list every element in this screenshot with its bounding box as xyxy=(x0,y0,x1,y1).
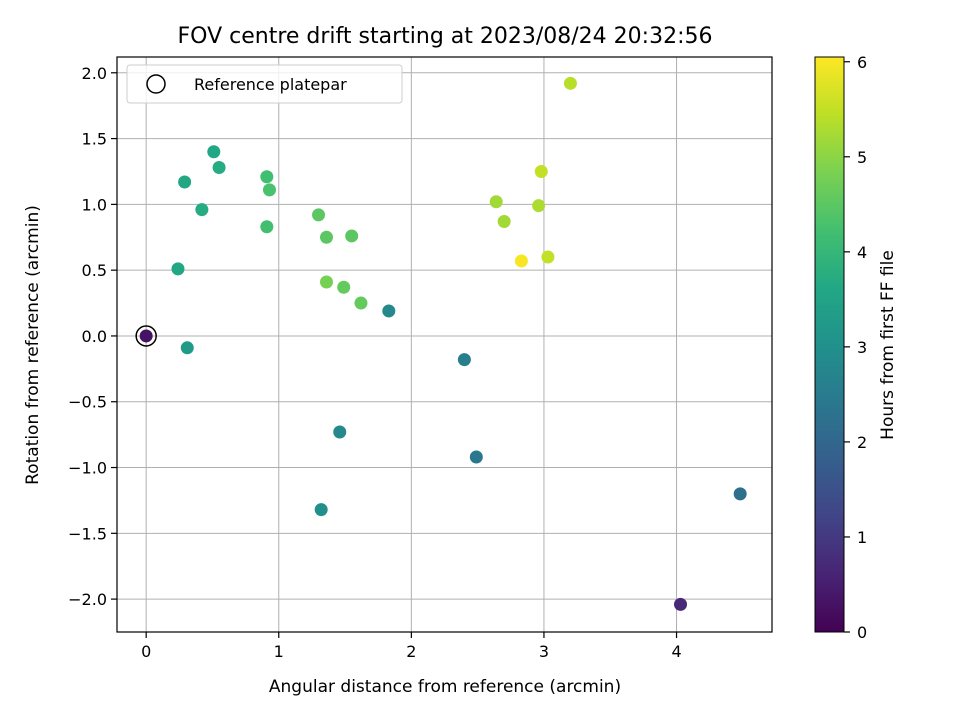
legend-box xyxy=(126,64,403,104)
data-point xyxy=(139,329,153,343)
colorbar-tick-label: 3 xyxy=(857,338,867,357)
plot-frame xyxy=(116,56,773,633)
data-point xyxy=(260,170,274,184)
data-point xyxy=(262,183,276,197)
colorbar-tick-label: 2 xyxy=(857,433,867,452)
data-point xyxy=(457,353,471,367)
data-point xyxy=(171,262,185,276)
y-axis-label: Rotation from reference (arcmin) xyxy=(23,205,43,485)
y-tick-label: −0.5 xyxy=(68,393,107,412)
y-tick-label: 2.0 xyxy=(82,64,107,83)
data-point xyxy=(674,597,688,611)
data-point xyxy=(180,341,194,355)
data-point xyxy=(532,199,546,213)
legend-label: Reference platepar xyxy=(194,75,347,94)
y-tick-label: −1.0 xyxy=(68,459,107,478)
data-point xyxy=(178,175,192,189)
x-tick-label: 4 xyxy=(671,642,681,661)
data-point xyxy=(469,450,483,464)
colorbar-ticks: 0 1 2 3 4 5 6 xyxy=(844,53,867,642)
x-tick-label: 0 xyxy=(141,642,151,661)
legend: Reference platepar xyxy=(126,64,403,104)
data-point xyxy=(319,275,333,289)
data-point xyxy=(534,164,548,178)
data-point xyxy=(382,304,396,318)
colorbar-tick-label: 1 xyxy=(857,528,867,547)
data-point xyxy=(563,76,577,90)
chart-title: FOV centre drift starting at 2023/08/24 … xyxy=(178,24,713,49)
y-tick-label: 1.0 xyxy=(82,195,107,214)
y-tick-label: 0.5 xyxy=(82,261,107,280)
data-point xyxy=(319,230,333,244)
data-point xyxy=(354,296,368,310)
colorbar-tick-label: 6 xyxy=(857,53,867,72)
y-axis-ticks: −2.0 −1.5 −1.0 −0.5 0.0 0.5 1.0 1.5 2.0 xyxy=(68,64,117,609)
x-axis-label: Angular distance from reference (arcmin) xyxy=(269,677,621,697)
data-point xyxy=(260,220,274,234)
data-point xyxy=(195,203,209,217)
colorbar-tick-label: 5 xyxy=(857,148,867,167)
data-point xyxy=(541,250,555,264)
data-points xyxy=(139,76,747,611)
data-point xyxy=(312,208,326,222)
data-point xyxy=(212,161,226,175)
x-axis-ticks: 0 1 2 3 4 xyxy=(141,632,682,661)
y-tick-label: 0.0 xyxy=(82,327,107,346)
data-point xyxy=(514,254,528,268)
colorbar: 0 1 2 3 4 5 6 Hours from first FF file xyxy=(814,53,898,642)
x-tick-label: 3 xyxy=(539,642,549,661)
data-point xyxy=(337,280,351,294)
legend-marker xyxy=(146,74,166,94)
x-tick-label: 2 xyxy=(406,642,416,661)
colorbar-tick-label: 0 xyxy=(857,623,867,642)
colorbar-gradient xyxy=(814,56,845,633)
x-tick-label: 1 xyxy=(274,642,284,661)
data-point xyxy=(733,487,747,501)
colorbar-label: Hours from first FF file xyxy=(878,250,898,440)
data-point xyxy=(489,195,503,209)
data-point xyxy=(314,503,328,517)
reference-point-marker xyxy=(135,325,157,347)
y-tick-label: 1.5 xyxy=(82,130,107,149)
reference-marker xyxy=(135,325,157,347)
data-point xyxy=(333,425,347,439)
colorbar-tick-label: 4 xyxy=(857,243,867,262)
y-tick-label: −2.0 xyxy=(68,590,107,609)
data-point xyxy=(497,214,511,228)
data-point xyxy=(207,145,221,159)
grid-lines xyxy=(117,57,772,632)
y-tick-label: −1.5 xyxy=(68,524,107,543)
data-point xyxy=(345,229,359,243)
